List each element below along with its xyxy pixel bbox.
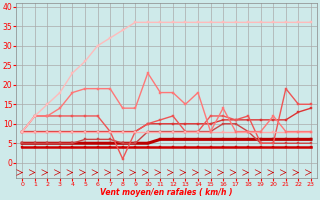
X-axis label: Vent moyen/en rafales ( km/h ): Vent moyen/en rafales ( km/h ) xyxy=(100,188,233,197)
